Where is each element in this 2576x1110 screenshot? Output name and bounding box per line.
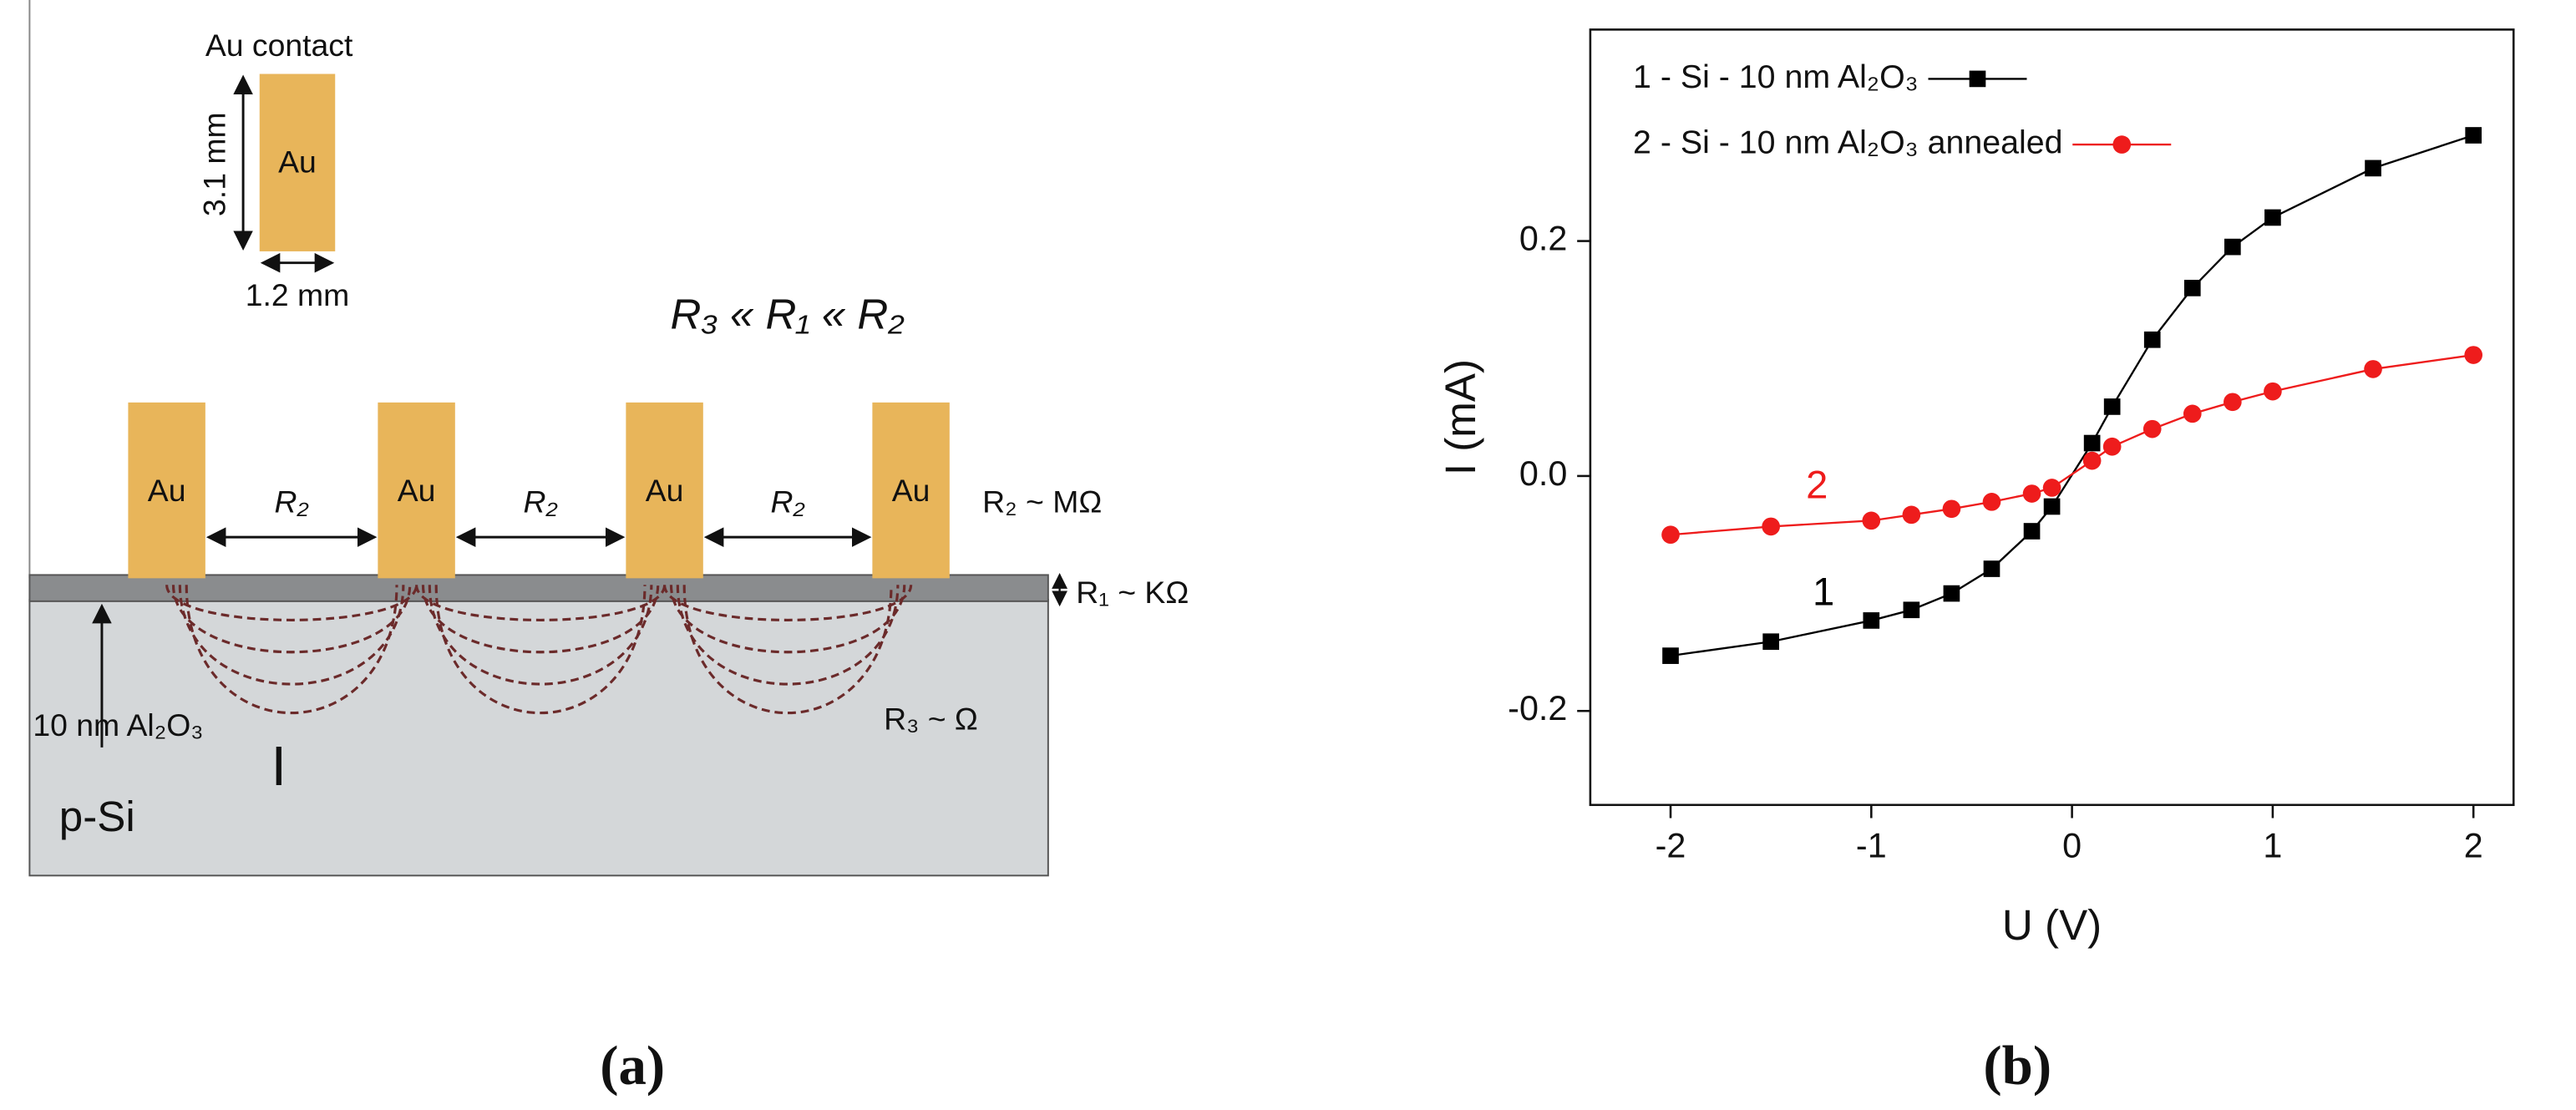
pad-label: Au [892, 473, 931, 508]
current-arc [165, 584, 418, 621]
au-pad [626, 402, 703, 579]
data-point [2364, 360, 2382, 378]
oxide-label: 10 nm Al₂O₃ [33, 707, 203, 743]
data-point [2224, 238, 2241, 256]
legend-label: 2 - Si - 10 nm Al₂O₃ annealed [1633, 124, 2062, 160]
data-point [1862, 511, 1881, 530]
data-point [2224, 393, 2242, 412]
r3-label: R₃ ~ Ω [884, 701, 978, 736]
contact-title: Au contact [205, 28, 353, 63]
current-arc [434, 585, 647, 715]
data-point [1762, 517, 1780, 536]
contact-label: Au [278, 144, 317, 180]
current-arc [663, 584, 913, 621]
data-point [1661, 525, 1680, 545]
current-arc [415, 584, 667, 621]
data-point [2023, 523, 2041, 540]
current-arc [682, 585, 893, 715]
data-point [1983, 560, 2000, 577]
data-point [2042, 479, 2061, 497]
annotation: 2 [1806, 464, 1828, 508]
data-point [1943, 585, 1960, 602]
x-tick-label: 2 [2464, 827, 2483, 865]
legend-marker [1969, 70, 1986, 88]
data-point [1942, 499, 1961, 519]
series-line [1670, 134, 2474, 657]
y-axis-label: I (mA) [1437, 359, 1484, 475]
gap-label: R₂ [274, 484, 308, 520]
current-paths [165, 584, 913, 715]
current-arc [421, 585, 660, 654]
x-tick-label: -2 [1656, 827, 1686, 865]
data-point [2183, 404, 2202, 423]
current-arc [171, 585, 412, 654]
panel-b: -2 -1 0 1 2 -0.2 0.0 0.2 U (V) I (mA) 1 - Si - 10 … [1437, 28, 2515, 949]
current-arc [185, 585, 398, 715]
data-point [1762, 633, 1779, 651]
data-point [2465, 127, 2482, 144]
x-tick-label: -1 [1856, 827, 1887, 865]
gap-label: R₂ [770, 484, 804, 520]
legend-label: 1 - Si - 10 nm Al₂O₃ [1633, 58, 1919, 95]
data-point [2022, 484, 2041, 503]
y-tick-label: -0.2 [1508, 689, 1567, 727]
data-point [1903, 601, 1920, 619]
data-point [1662, 647, 1679, 664]
x-tick-label: 0 [2062, 827, 2082, 865]
au-pad [872, 402, 950, 579]
r2-label: R₂ ~ MΩ [982, 484, 1102, 520]
data-point [1863, 612, 1880, 629]
x-tick-label: 1 [2263, 827, 2282, 865]
data-point [2464, 346, 2483, 364]
substrate-label: p-Si [59, 793, 135, 840]
pads: Au Au Au Au R₂ R₂ R₂ [128, 402, 950, 579]
r1-label: R₁ ~ KΩ [1076, 575, 1189, 610]
data-point [2103, 398, 2121, 415]
gap-label: R₂ [523, 484, 557, 520]
x-axis-label: U (V) [2002, 901, 2102, 949]
series-line [1670, 353, 2474, 536]
y-tick-label: 0.0 [1519, 454, 1567, 493]
data-point [2183, 280, 2201, 297]
data-point [1982, 493, 2001, 511]
current-label: I [271, 735, 287, 798]
pad-label: Au [398, 473, 436, 508]
au-pad [378, 402, 455, 579]
height-label: 3.1 mm [196, 112, 231, 216]
caption: (b) [1983, 1035, 2051, 1097]
data-point [2264, 209, 2281, 226]
relation: R₃ « R₁ « R₂ [670, 290, 905, 337]
data-point [2043, 498, 2061, 515]
caption: (a) [600, 1035, 665, 1097]
data-point [2102, 437, 2122, 456]
data-point [2142, 419, 2162, 438]
data-point [2083, 434, 2101, 452]
data-point [2082, 451, 2102, 470]
pad-label: Au [646, 473, 684, 508]
panel-a: Au contact Au 3.1 mm 1.2 mm R₃ « R₁ « R₂… [28, 0, 1189, 877]
width-label: 1.2 mm [246, 277, 350, 312]
plot-frame [1589, 28, 2515, 807]
annotation: 1 [1813, 570, 1834, 614]
data-point [2143, 331, 2161, 348]
data-point [2365, 160, 2381, 177]
y-tick-label: 0.2 [1519, 219, 1567, 257]
legend-marker [2112, 135, 2132, 154]
data-point [2264, 382, 2282, 401]
data-point [1902, 505, 1921, 525]
pad-label: Au [148, 473, 186, 508]
au-pad [128, 402, 205, 579]
current-arc [669, 585, 906, 654]
oxide-layer [28, 574, 1049, 602]
contact-pad [259, 73, 336, 251]
